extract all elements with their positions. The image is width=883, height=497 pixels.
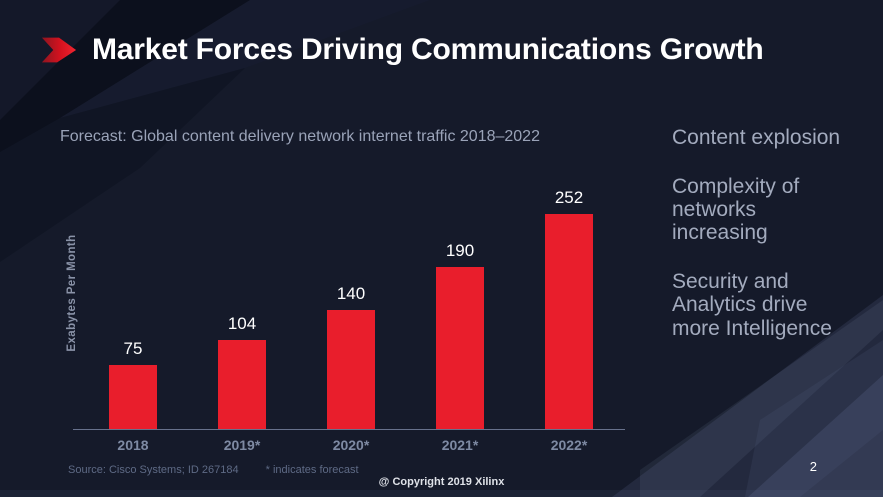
page-number: 2 [809,459,817,474]
x-axis-tick-label: 2020* [332,437,370,453]
key-point: Content explosion [672,126,841,149]
bar [327,310,375,429]
bar-chart-plot: 75 2018 104 2019* 140 2020* 190 2021* 252 2022* [73,183,625,453]
copyright-text: @ Copyright 2019 Xilinx [378,476,505,488]
slide-header: Market Forces Driving Communications Gro… [40,33,764,67]
bar-value-label: 252 [554,188,584,207]
red-chevron-arrow-icon [41,37,77,63]
bar-value-label: 75 [123,339,143,358]
bar-column: 140 [311,284,391,429]
bar-value-label: 190 [445,241,475,260]
bar-column: 252 [529,188,609,429]
key-point: Complexity of networks increasing [672,175,800,245]
bar [436,267,484,429]
bar [218,340,266,429]
bar [545,214,593,429]
key-points-list: Content explosion Complexity of networks… [672,126,857,366]
bar [109,365,157,429]
source-text: Source: Cisco Systems; ID 267184 [68,464,239,476]
bar-value-label: 104 [227,314,257,333]
bar-column: 190 [420,241,500,429]
page-title: Market Forces Driving Communications Gro… [92,33,764,66]
x-axis-tick-label: 2021* [441,437,479,453]
source-note: Source: Cisco Systems; ID 267184 * indic… [68,464,359,476]
x-axis-tick-label: 2019* [223,437,261,453]
chart-title: Forecast: Global content delivery networ… [60,128,540,145]
x-axis-tick-label: 2022* [550,437,588,453]
bar-column: 75 [93,339,173,429]
bar-value-label: 140 [336,284,366,303]
key-point: Security and Analytics drive more Intell… [672,270,832,340]
x-axis-tick-label: 2018 [117,437,149,453]
forecast-note: * indicates forecast [265,464,359,476]
bar-column: 104 [202,314,282,429]
